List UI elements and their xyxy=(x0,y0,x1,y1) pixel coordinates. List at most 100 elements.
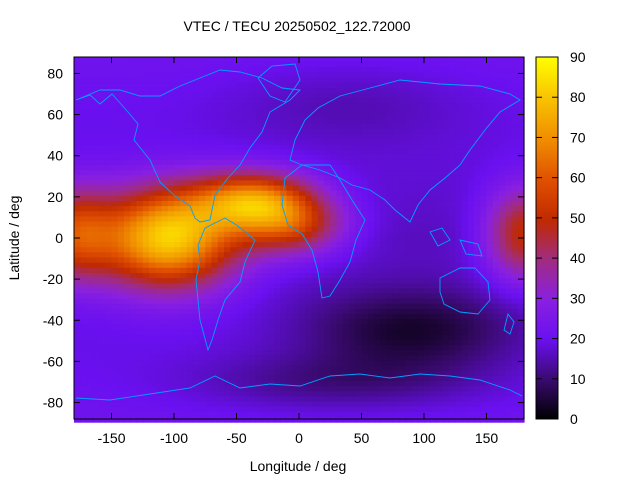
heatmap-cell xyxy=(280,226,288,233)
heatmap-cell xyxy=(99,406,106,413)
heatmap-cell xyxy=(486,72,494,79)
heatmap-cell xyxy=(517,283,525,289)
heatmap-cell xyxy=(274,288,281,295)
heatmap-cell xyxy=(405,396,413,403)
heatmap-cell xyxy=(236,67,244,74)
heatmap-cell xyxy=(261,113,269,120)
heatmap-cell xyxy=(492,375,500,382)
heatmap-cell xyxy=(199,298,206,305)
heatmap-cell xyxy=(305,154,313,161)
heatmap-cell xyxy=(367,195,375,202)
heatmap-cell xyxy=(161,344,169,351)
heatmap-cell xyxy=(517,170,525,176)
heatmap-cell xyxy=(105,355,113,361)
heatmap-cell xyxy=(186,252,194,259)
heatmap-cell xyxy=(255,344,263,351)
heatmap-cell xyxy=(324,339,331,346)
heatmap-cell xyxy=(324,308,331,315)
heatmap-cell xyxy=(361,370,369,377)
heatmap-cell xyxy=(105,247,113,253)
heatmap-cell xyxy=(117,113,125,120)
heatmap-cell xyxy=(386,128,394,135)
heatmap-cell xyxy=(230,272,238,279)
heatmap-cell xyxy=(517,396,525,403)
heatmap-cell xyxy=(380,370,388,377)
heatmap-cell xyxy=(286,159,294,166)
heatmap-cell xyxy=(324,298,331,305)
heatmap-cell xyxy=(374,298,381,305)
heatmap-cell xyxy=(305,293,313,300)
heatmap-cell xyxy=(111,350,119,356)
heatmap-cell xyxy=(336,216,344,223)
heatmap-cell xyxy=(474,144,481,151)
heatmap-cell xyxy=(92,113,100,120)
heatmap-cell xyxy=(311,231,319,238)
heatmap-cell xyxy=(199,308,206,315)
heatmap-cell xyxy=(130,62,138,68)
heatmap-cell xyxy=(192,298,200,305)
heatmap-cell xyxy=(230,221,238,228)
heatmap-cell xyxy=(399,339,406,346)
heatmap-cell xyxy=(442,257,450,264)
heatmap-cell xyxy=(192,334,200,341)
heatmap-cell xyxy=(199,185,206,192)
heatmap-cell xyxy=(442,123,450,130)
heatmap-cell xyxy=(236,123,244,130)
heatmap-cell xyxy=(505,92,513,99)
heatmap-cell xyxy=(361,308,369,315)
heatmap-cell xyxy=(155,190,163,197)
heatmap-cell xyxy=(186,288,194,295)
heatmap-cell xyxy=(230,370,238,377)
heatmap-cell xyxy=(461,391,469,397)
heatmap-cell xyxy=(217,87,225,94)
heatmap-cell xyxy=(380,216,388,223)
heatmap-cell xyxy=(342,293,350,300)
heatmap-cell xyxy=(511,380,519,387)
heatmap-cell xyxy=(517,113,525,120)
heatmap-cell xyxy=(155,154,163,161)
heatmap-cell xyxy=(480,231,488,238)
heatmap-cell xyxy=(367,252,375,259)
heatmap-cell xyxy=(461,170,469,176)
heatmap-cell xyxy=(224,128,231,135)
heatmap-cell xyxy=(249,252,256,259)
heatmap-cell xyxy=(149,139,156,146)
heatmap-cell xyxy=(211,339,219,346)
heatmap-cell xyxy=(217,283,225,289)
heatmap-cell xyxy=(480,262,488,269)
heatmap-cell xyxy=(499,57,506,63)
heatmap-cell xyxy=(92,231,100,238)
heatmap-cell xyxy=(224,380,231,387)
heatmap-cell xyxy=(330,139,338,146)
heatmap-cell xyxy=(505,226,513,233)
heatmap-cell xyxy=(486,103,494,110)
heatmap-cell xyxy=(180,267,188,274)
heatmap-cell xyxy=(399,103,406,110)
heatmap-cell xyxy=(467,77,475,84)
heatmap-cell xyxy=(492,159,500,166)
heatmap-cell xyxy=(192,293,200,300)
heatmap-cell xyxy=(430,360,438,367)
heatmap-cell xyxy=(442,98,450,104)
heatmap-cell xyxy=(86,278,94,284)
heatmap-cell xyxy=(161,339,169,346)
heatmap-cell xyxy=(417,319,425,325)
heatmap-cell xyxy=(424,159,431,166)
heatmap-cell xyxy=(155,159,163,166)
heatmap-cell xyxy=(505,262,513,269)
heatmap-cell xyxy=(361,391,369,397)
heatmap-cell xyxy=(505,288,513,295)
heatmap-cell xyxy=(255,195,263,202)
heatmap-cell xyxy=(499,267,506,274)
heatmap-cell xyxy=(399,82,406,89)
heatmap-cell xyxy=(92,406,100,413)
heatmap-cell xyxy=(111,283,119,289)
heatmap-cell xyxy=(130,386,138,392)
heatmap-cell xyxy=(92,242,100,248)
heatmap-cell xyxy=(517,87,525,94)
heatmap-cell xyxy=(86,144,94,151)
heatmap-cell xyxy=(155,339,163,346)
heatmap-cell xyxy=(505,113,513,120)
heatmap-cell xyxy=(192,303,200,310)
heatmap-cell xyxy=(205,262,213,269)
